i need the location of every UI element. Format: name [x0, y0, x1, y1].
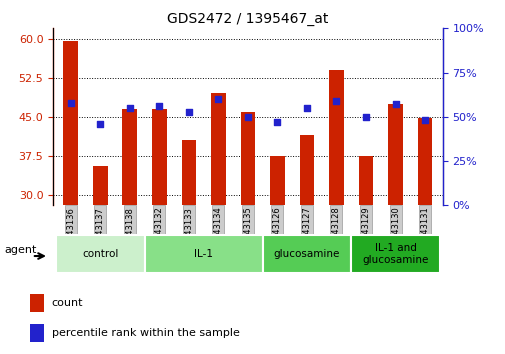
Point: [391, 102, 399, 107]
Bar: [122, 109, 137, 205]
Text: IL-1 and
glucosamine: IL-1 and glucosamine: [362, 243, 428, 265]
Bar: [299, 135, 314, 205]
FancyBboxPatch shape: [144, 235, 262, 273]
FancyBboxPatch shape: [56, 235, 144, 273]
Bar: [63, 41, 78, 205]
Bar: [240, 112, 255, 205]
Bar: [30, 324, 44, 342]
Title: GDS2472 / 1395467_at: GDS2472 / 1395467_at: [167, 12, 328, 26]
Bar: [93, 166, 108, 205]
FancyBboxPatch shape: [262, 235, 350, 273]
Point: [184, 109, 192, 114]
Point: [155, 103, 163, 109]
Bar: [387, 104, 402, 205]
Point: [273, 119, 281, 125]
Bar: [152, 109, 167, 205]
Bar: [328, 70, 343, 205]
Text: percentile rank within the sample: percentile rank within the sample: [52, 328, 239, 338]
Text: IL-1: IL-1: [194, 249, 213, 259]
Point: [126, 105, 134, 111]
Point: [96, 121, 104, 127]
Bar: [30, 294, 44, 312]
Point: [420, 118, 428, 123]
FancyBboxPatch shape: [350, 235, 439, 273]
Point: [214, 96, 222, 102]
Bar: [211, 93, 225, 205]
Bar: [417, 118, 432, 205]
Point: [67, 100, 75, 105]
Text: control: control: [82, 249, 118, 259]
Point: [243, 114, 251, 120]
Text: glucosamine: glucosamine: [273, 249, 339, 259]
Point: [361, 114, 369, 120]
Text: count: count: [52, 298, 83, 308]
Bar: [270, 156, 284, 205]
Bar: [181, 140, 196, 205]
Point: [302, 105, 311, 111]
Bar: [358, 156, 373, 205]
Text: agent: agent: [4, 245, 36, 255]
Point: [332, 98, 340, 104]
